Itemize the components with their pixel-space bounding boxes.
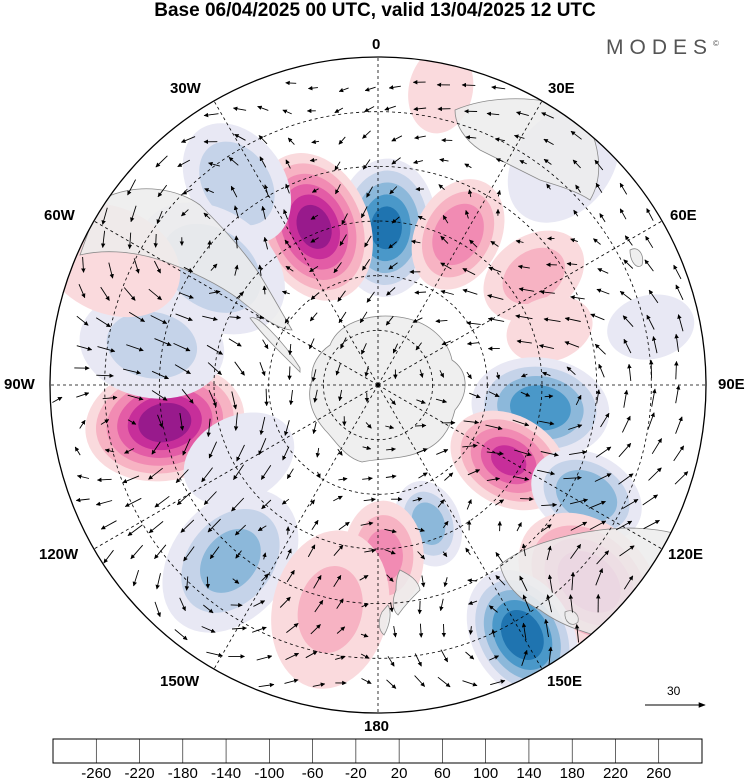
wind-vectors [52, 79, 689, 689]
lon-label-90w: 90W [4, 376, 35, 393]
lon-label-120w: 120W [39, 546, 79, 563]
lon-label-90e: 90E [718, 376, 745, 393]
lon-label-150w: 150W [160, 673, 200, 690]
new-zealand-north [392, 569, 421, 616]
lon-label-30w: 30W [170, 80, 201, 97]
antarctic-peninsula [249, 317, 301, 373]
colorbar-tick-label: -60 [301, 765, 324, 782]
vector-scale-label: 30 [667, 684, 681, 698]
colorbar-tick-label: -220 [124, 765, 155, 782]
colorbar-tick-label: 20 [390, 765, 408, 782]
map-boundary [49, 56, 707, 714]
colorbar-tick-label: 260 [646, 765, 672, 782]
colorbar-tick-label: -180 [167, 765, 198, 782]
colorbar [52, 738, 703, 764]
colorbar-tick-label: 60 [434, 765, 451, 782]
madagascar [629, 248, 644, 267]
colorbar-tick-label: -100 [254, 765, 285, 782]
colorbar-tick-label: 220 [602, 765, 628, 782]
brand-logo: MODES© [606, 36, 719, 59]
anomaly-cell [607, 294, 695, 360]
lon-label-60e: 60E [670, 207, 697, 224]
colorbar-tick-label: 100 [473, 765, 499, 782]
colorbar-tick-label: -140 [211, 765, 242, 782]
map-title: Base 06/04/2025 00 UTC, valid 13/04/2025… [154, 0, 596, 21]
lon-label-30e: 30E [548, 80, 575, 97]
new-zealand-south [378, 604, 391, 636]
colorbar-tick-label: -20 [345, 765, 367, 782]
lon-label-180: 180 [364, 718, 390, 735]
lon-label-0: 0 [372, 36, 381, 53]
graticule [50, 57, 706, 713]
colorbar-tick-label: -260 [81, 765, 112, 782]
lon-label-60w: 60W [44, 207, 75, 224]
anomaly-cell [394, 480, 463, 567]
south-america [79, 188, 293, 331]
lon-label-150e: 150E [547, 673, 583, 690]
colorbar-tick-label: 180 [559, 765, 585, 782]
tasmania [564, 610, 579, 625]
anomaly-cell [506, 295, 593, 363]
lon-label-120e: 120E [668, 546, 704, 563]
colorbar-tick-label: 140 [516, 765, 542, 782]
